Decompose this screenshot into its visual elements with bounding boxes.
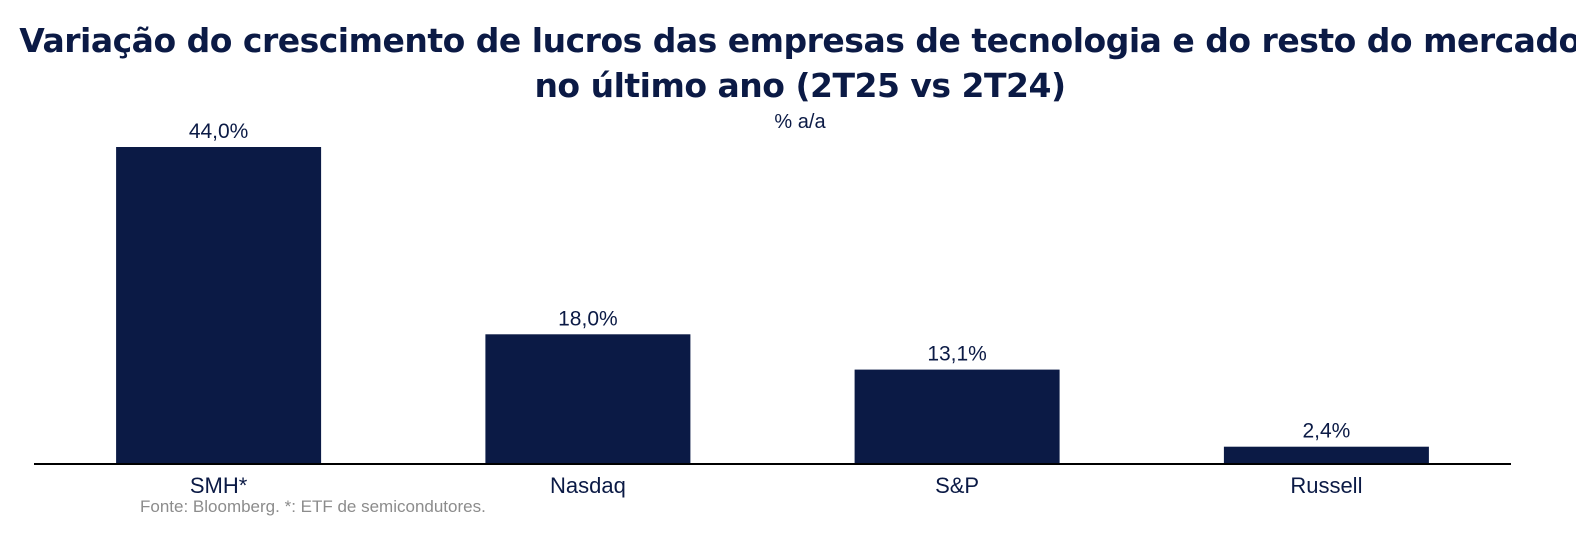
data-label: 13,1% <box>927 343 987 366</box>
source-note: Fonte: Bloomberg. *: ETF de semicondutor… <box>140 497 486 516</box>
bar <box>116 147 322 464</box>
chart-title-line-1: Variação do crescimento de lucros das em… <box>19 21 1576 60</box>
chart-subtitle: % a/a <box>774 111 826 133</box>
bar <box>485 334 691 464</box>
x-tick-label: SMH* <box>190 473 248 498</box>
x-tick-label: Nasdaq <box>550 473 626 498</box>
x-tick-label: S&P <box>935 473 979 498</box>
bar <box>1223 446 1429 464</box>
data-label: 44,0% <box>189 120 249 143</box>
data-label: 18,0% <box>558 307 618 330</box>
chart-title-line-2: no último ano (2T25 vs 2T24) <box>534 66 1066 105</box>
data-label: 2,4% <box>1302 420 1350 443</box>
x-tick-label: Russell <box>1290 473 1362 498</box>
bar <box>854 369 1060 464</box>
chart-title: Variação do crescimento de lucros das em… <box>0 18 1576 108</box>
